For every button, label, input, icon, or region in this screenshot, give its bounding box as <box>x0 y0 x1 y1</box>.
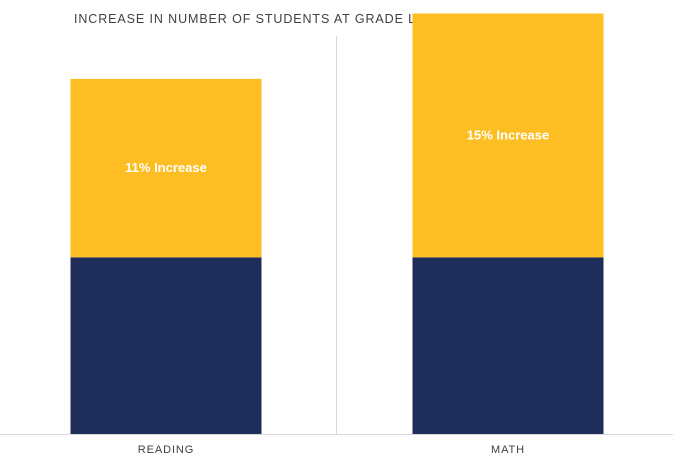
bar-reading-segment-0 <box>70 257 262 434</box>
category-label-math: MATH <box>491 444 525 456</box>
bar-math-segment-0 <box>412 257 604 434</box>
data-label-math: 15% Increase <box>467 127 549 142</box>
bar-reading-segment-1 <box>70 78 262 258</box>
bar-math-segment-1 <box>412 13 604 258</box>
data-label-reading: 11% Increase <box>125 160 207 175</box>
category-label-reading: READING <box>138 444 194 456</box>
